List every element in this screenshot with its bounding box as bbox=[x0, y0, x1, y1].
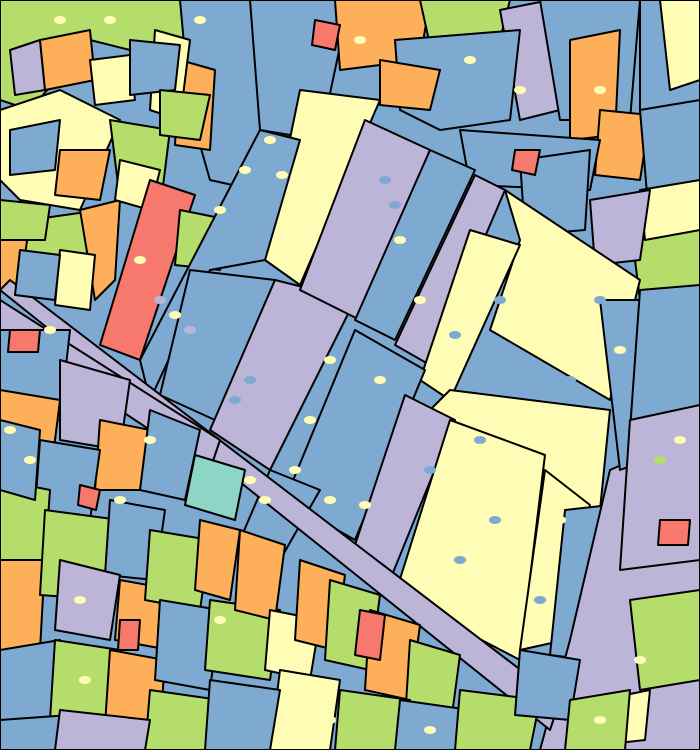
speckle-blue bbox=[534, 596, 546, 604]
speckle-yellow bbox=[244, 476, 256, 484]
speckle-blue bbox=[424, 466, 436, 474]
speckle-blue bbox=[594, 296, 606, 304]
land-region-blue bbox=[9, 119, 61, 176]
speckle-yellow bbox=[239, 166, 251, 174]
speckle-yellow bbox=[324, 496, 336, 504]
land-region-blue bbox=[0, 419, 41, 501]
land-region-red bbox=[354, 609, 386, 661]
land-region-red bbox=[77, 484, 101, 511]
speckle-blue bbox=[244, 376, 256, 384]
land-region-yellow bbox=[54, 249, 96, 311]
speckle-yellow bbox=[44, 326, 56, 334]
speckle-yellow bbox=[634, 656, 646, 664]
speckle-yellow bbox=[259, 496, 271, 504]
speckle-yellow bbox=[24, 456, 36, 464]
land-region-lavender bbox=[589, 189, 651, 266]
speckle-blue bbox=[229, 396, 241, 404]
speckle-yellow bbox=[324, 716, 336, 724]
speckle-blue bbox=[454, 556, 466, 564]
speckle-yellow bbox=[414, 296, 426, 304]
speckle-blue bbox=[564, 376, 576, 384]
land-region-orange bbox=[194, 519, 241, 601]
land-region-orange bbox=[379, 59, 441, 111]
land-region-blue bbox=[14, 249, 61, 301]
land-region-orange bbox=[0, 559, 46, 651]
land-region-yellow bbox=[269, 669, 341, 750]
land-region-green bbox=[159, 89, 211, 141]
land-region-yellow bbox=[639, 179, 700, 241]
land-region-yellow bbox=[659, 0, 700, 91]
speckle-yellow bbox=[214, 206, 226, 214]
speckle-yellow bbox=[134, 256, 146, 264]
speckle-yellow bbox=[324, 356, 336, 364]
speckle-lavender bbox=[184, 326, 196, 334]
speckle-yellow bbox=[4, 426, 16, 434]
land-region-green bbox=[334, 689, 411, 750]
speckle-yellow bbox=[614, 346, 626, 354]
land-region-orange bbox=[54, 149, 111, 201]
speckle-yellow bbox=[354, 36, 366, 44]
land-region-blue bbox=[284, 329, 426, 541]
land-region-yellow bbox=[489, 189, 641, 401]
land-region-blue bbox=[0, 714, 71, 750]
speckle-yellow bbox=[674, 436, 686, 444]
land-region-teal bbox=[184, 454, 246, 521]
speckle-yellow bbox=[264, 136, 276, 144]
land-region-green bbox=[0, 199, 51, 241]
land-region-green bbox=[629, 589, 700, 691]
land-region-red bbox=[311, 19, 341, 51]
speckle-yellow bbox=[114, 496, 126, 504]
speckle-yellow bbox=[79, 676, 91, 684]
speckle-yellow bbox=[214, 616, 226, 624]
speckle-yellow bbox=[169, 311, 181, 319]
land-region-blue bbox=[204, 679, 281, 750]
speckle-yellow bbox=[424, 726, 436, 734]
speckle-yellow bbox=[359, 501, 371, 509]
land-region-red bbox=[657, 519, 691, 546]
land-region-red bbox=[117, 619, 141, 651]
speckle-yellow bbox=[74, 596, 86, 604]
land-region-blue bbox=[394, 699, 471, 750]
land-region-orange bbox=[39, 29, 96, 91]
land-region-blue bbox=[354, 149, 476, 341]
speckle-blue bbox=[514, 356, 526, 364]
speckle-blue bbox=[389, 201, 401, 209]
land-region-blue bbox=[129, 39, 181, 96]
speckle-yellow bbox=[276, 171, 288, 179]
speckle-yellow bbox=[54, 16, 66, 24]
speckle-lavender bbox=[154, 296, 166, 304]
land-region-blue bbox=[629, 284, 700, 431]
speckle-yellow bbox=[104, 16, 116, 24]
land-region-orange bbox=[234, 529, 286, 621]
land-region-red bbox=[511, 149, 541, 176]
speckle-blue bbox=[379, 176, 391, 184]
speckle-blue bbox=[449, 331, 461, 339]
speckle-yellow bbox=[594, 716, 606, 724]
land-region-lavender bbox=[54, 709, 151, 750]
speckle-layer bbox=[4, 16, 686, 734]
land-region-red bbox=[7, 329, 41, 353]
land-region-lavender bbox=[9, 39, 46, 96]
speckle-blue bbox=[489, 516, 501, 524]
speckle-yellow bbox=[289, 466, 301, 474]
speckle-yellow bbox=[194, 16, 206, 24]
speckle-yellow bbox=[304, 416, 316, 424]
speckle-yellow bbox=[464, 56, 476, 64]
speckle-blue bbox=[494, 296, 506, 304]
speckle-yellow bbox=[594, 86, 606, 94]
speckle-yellow bbox=[374, 376, 386, 384]
speckle-yellow bbox=[514, 86, 526, 94]
speckle-green bbox=[654, 456, 666, 464]
speckle-yellow bbox=[394, 236, 406, 244]
speckle-yellow bbox=[144, 436, 156, 444]
speckle-yellow bbox=[554, 516, 566, 524]
land-region-lavender bbox=[54, 559, 121, 641]
land-region-yellow bbox=[89, 54, 136, 106]
speckle-blue bbox=[474, 436, 486, 444]
speckle-yellow bbox=[674, 56, 686, 64]
